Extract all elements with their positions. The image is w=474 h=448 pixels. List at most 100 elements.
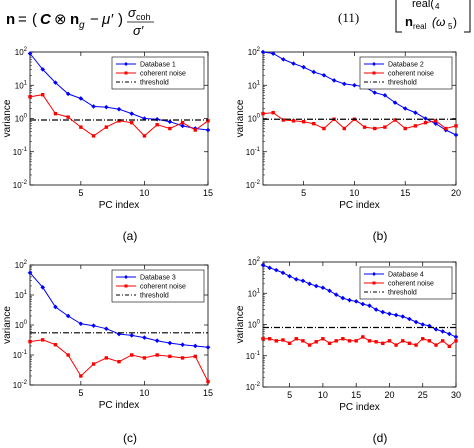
data-point-database <box>287 273 292 279</box>
x-tick-label: 30 <box>451 390 461 400</box>
y-tick-label: 10-1 <box>13 350 28 360</box>
data-point-database <box>260 262 266 268</box>
matrix-row1-sub: 4 <box>435 2 440 11</box>
data-point-database <box>372 90 378 95</box>
data-point-database <box>413 319 419 325</box>
matrix-row2-arg: (ω <box>432 15 445 29</box>
data-point-noise <box>53 111 58 116</box>
legend-entry: Database 3 <box>140 275 176 282</box>
eq-frac-den: σ′ <box>133 23 144 36</box>
y-tick-label: 102 <box>248 47 261 57</box>
data-point-database <box>301 64 306 70</box>
data-point-noise <box>423 120 428 125</box>
x-tick-label: 10 <box>318 390 328 400</box>
data-point-noise <box>193 354 197 359</box>
data-point-noise <box>444 126 448 131</box>
y-tick-label: 10-2 <box>246 382 261 392</box>
legend-swatch-marker <box>124 62 128 66</box>
data-point-noise <box>401 339 405 343</box>
data-point-database <box>313 283 319 289</box>
data-point-noise <box>334 339 338 343</box>
data-point-noise <box>287 341 292 346</box>
y-tick-label: 101 <box>248 288 261 298</box>
eq-otimes: ⊗ <box>54 11 67 28</box>
data-point-noise <box>433 119 438 123</box>
data-point-database <box>440 329 445 334</box>
y-axis-label: variance <box>235 99 246 137</box>
data-point-noise <box>155 123 159 127</box>
legend-entry: coherent noise <box>388 71 434 78</box>
y-tick-label: 100 <box>15 320 28 330</box>
data-point-noise <box>130 353 134 357</box>
x-axis-label: PC index <box>99 400 140 411</box>
data-point-noise <box>28 339 32 344</box>
x-tick-label: 20 <box>451 188 461 198</box>
data-point-noise <box>66 115 70 119</box>
y-tick-label: 10-2 <box>13 380 28 390</box>
eq-open-paren: ( <box>32 11 37 28</box>
eq-close-paren: ) <box>118 11 123 28</box>
data-point-database <box>40 67 46 72</box>
data-point-database <box>413 110 418 115</box>
data-point-noise <box>267 337 272 341</box>
data-point-database <box>400 314 406 319</box>
x-tick-label: 5 <box>78 188 83 198</box>
equation-strip: n = ( C ⊗ n g − μ′ ) σ coh σ′ (11) real(… <box>0 0 474 40</box>
data-point-database <box>327 288 332 294</box>
data-point-database <box>142 335 147 340</box>
x-axis-label: PC index <box>339 402 380 413</box>
data-point-noise <box>341 337 345 341</box>
data-point-database <box>53 304 58 310</box>
y-tick-label: 102 <box>15 47 28 57</box>
data-point-database <box>205 345 211 350</box>
x-tick-label: 15 <box>351 390 361 400</box>
data-point-database <box>352 82 357 88</box>
data-point-noise <box>271 110 275 115</box>
matrix-bracket-right <box>464 0 471 33</box>
data-point-database <box>91 104 96 109</box>
x-tick-label: 5 <box>287 390 292 400</box>
legend-entry: Database 4 <box>388 272 424 279</box>
data-point-noise <box>117 119 121 123</box>
data-point-noise <box>193 128 197 132</box>
data-point-database <box>274 267 279 273</box>
panel-caption: (b) <box>373 229 388 243</box>
data-point-database <box>347 297 352 303</box>
data-point-database <box>142 116 147 121</box>
data-point-noise <box>261 111 265 116</box>
data-point-noise <box>447 344 452 349</box>
legend: Database 4 coherent noise threshold <box>359 266 453 300</box>
data-point-database <box>281 57 286 62</box>
legend-swatch-marker <box>372 272 376 276</box>
data-point-database <box>91 323 96 328</box>
matrix-row2-close: ) <box>453 15 457 29</box>
series-line <box>262 112 457 130</box>
data-point-database <box>270 51 276 56</box>
data-point-noise <box>206 119 210 123</box>
data-point-noise <box>322 126 326 131</box>
data-point-noise <box>413 124 418 128</box>
data-point-noise <box>361 335 365 339</box>
legend-entry: threshold <box>140 293 169 300</box>
y-tick-label: 101 <box>15 80 28 90</box>
data-point-noise <box>381 341 385 346</box>
legend-entry: threshold <box>140 80 169 87</box>
data-point-database <box>373 307 379 312</box>
matrix-row1: real( <box>412 0 434 10</box>
data-point-noise <box>180 120 185 125</box>
data-point-database <box>40 285 46 290</box>
y-tick-label: 101 <box>248 80 261 90</box>
y-tick-label: 10-2 <box>246 180 261 190</box>
data-point-noise <box>206 379 210 384</box>
legend-swatch-marker <box>124 275 128 279</box>
data-point-noise <box>347 339 352 343</box>
data-point-database <box>103 104 109 110</box>
data-point-database <box>291 61 296 66</box>
data-point-noise <box>394 343 398 347</box>
data-point-noise <box>41 338 45 342</box>
y-tick-label: 100 <box>248 320 261 330</box>
data-point-database <box>341 81 347 87</box>
x-tick-label: 20 <box>384 390 394 400</box>
equation-11: n = ( C ⊗ n g − μ′ ) σ coh σ′ <box>6 5 154 36</box>
data-point-noise <box>301 339 305 343</box>
